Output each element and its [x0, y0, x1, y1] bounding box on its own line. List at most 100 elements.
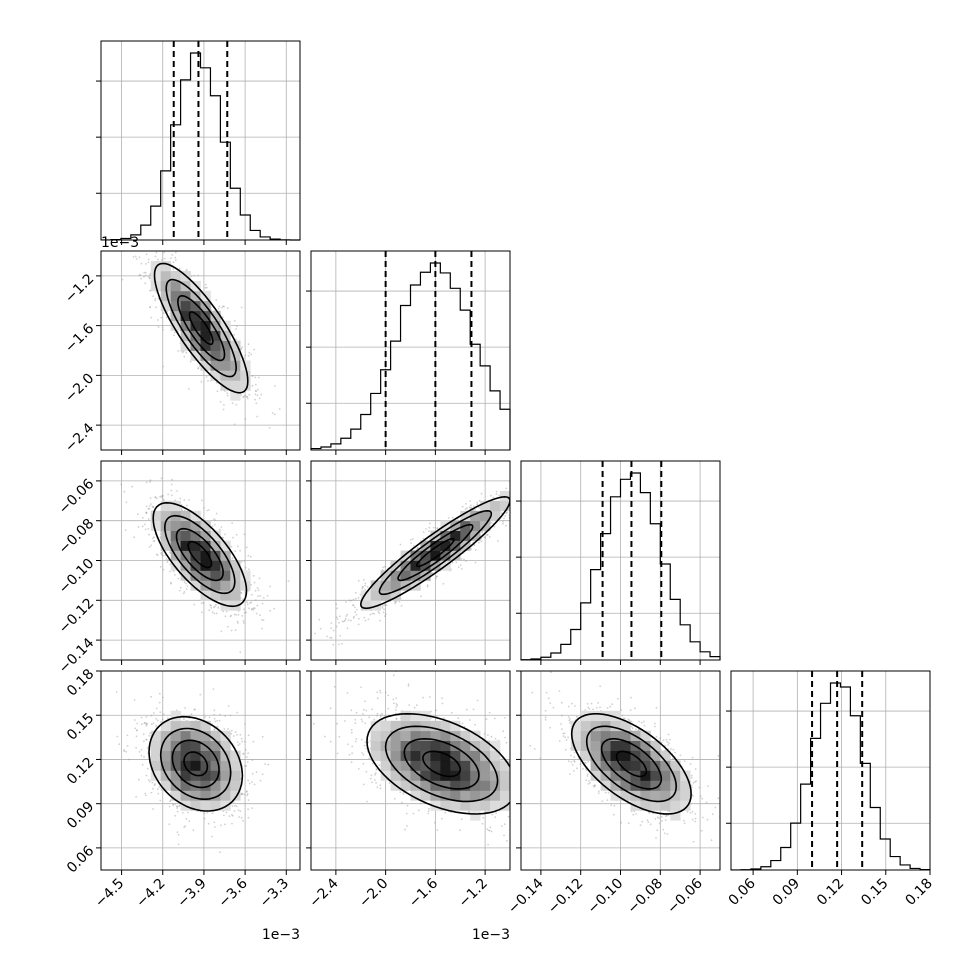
histogram-p1	[310, 262, 511, 450]
scatter-point	[486, 534, 488, 536]
scatter-point	[170, 483, 173, 486]
scatter-point	[221, 316, 224, 319]
scatter-point	[187, 388, 190, 390]
density-cell	[190, 510, 201, 522]
scatter-point	[524, 480, 526, 482]
contour-1.5sigma	[165, 278, 238, 378]
scatter-point	[344, 619, 346, 622]
scatter-point	[216, 390, 219, 393]
scatter-point	[470, 548, 473, 550]
scatter-point	[172, 268, 175, 270]
density-cell	[230, 380, 241, 391]
scatter-point	[465, 502, 467, 505]
scatter-point	[413, 545, 415, 547]
scatter-point	[192, 829, 195, 832]
scatter-point	[160, 316, 163, 319]
density-cell	[180, 540, 191, 551]
scatter-point	[330, 637, 333, 639]
scatter-point	[251, 593, 253, 596]
scatter-point	[226, 307, 229, 310]
scatter-point	[254, 376, 257, 379]
scatter-point	[144, 271, 147, 274]
density-cell	[190, 550, 201, 561]
scatter-point	[152, 808, 154, 810]
density-cell	[210, 590, 221, 601]
scatter-point	[493, 525, 496, 528]
scatter-point	[182, 592, 185, 595]
scatter-point	[147, 528, 150, 530]
scatter-point	[215, 512, 218, 515]
scatter-panel-p1-p2	[306, 460, 526, 665]
density-cell	[470, 520, 481, 531]
scatter-point	[239, 549, 242, 552]
scatter-point	[172, 570, 175, 573]
scatter-point	[466, 507, 468, 509]
scatter-point	[246, 761, 249, 763]
scatter-point	[197, 367, 199, 370]
scatter-point	[251, 375, 254, 378]
scatter-point	[379, 619, 381, 622]
scatter-point	[215, 381, 218, 384]
scatter-point	[166, 561, 169, 563]
scatter-point	[148, 533, 150, 536]
scatter-point	[326, 635, 328, 638]
scatter-point	[384, 613, 387, 616]
scatter-point	[200, 602, 203, 604]
density-cell	[430, 540, 441, 551]
scatter-point	[248, 607, 250, 610]
density-cell	[360, 590, 372, 601]
scatter-point	[476, 501, 479, 504]
scatter-point	[246, 397, 249, 400]
scatter-point	[354, 611, 357, 614]
scatter-point	[253, 348, 256, 351]
scatter-point	[159, 495, 162, 498]
histogram-p3	[730, 682, 931, 871]
scatter-point	[473, 544, 476, 546]
scatter-point	[147, 275, 150, 278]
contour-0.5sigma	[188, 311, 214, 346]
scatter-point	[210, 607, 213, 609]
scatter-point	[497, 540, 499, 542]
scatter-point	[273, 413, 276, 416]
density-cell	[190, 540, 201, 551]
scatter-point	[205, 286, 208, 289]
scatter-point	[148, 277, 151, 280]
scatter-point	[241, 793, 244, 795]
scatter-point	[268, 427, 271, 429]
scatter-point	[234, 629, 237, 631]
scatter-point	[174, 331, 176, 334]
scatter-point	[144, 528, 147, 531]
scatter-point	[244, 765, 246, 767]
scatter-point	[154, 299, 157, 302]
scatter-point	[243, 533, 246, 536]
scatter-point	[237, 545, 239, 548]
scatter-point	[260, 393, 263, 396]
density-cell	[180, 300, 191, 312]
density-cell	[190, 330, 201, 341]
scatter-point	[247, 354, 250, 357]
scatter-point	[469, 507, 472, 510]
scatter-panel-p0-p3	[96, 670, 301, 875]
scatter-point	[511, 511, 513, 513]
contour-1sigma	[397, 523, 474, 582]
scatter-point	[330, 627, 333, 629]
scatter-point	[236, 325, 238, 328]
scatter-point	[160, 247, 162, 249]
scatter-point	[144, 274, 147, 277]
axes-frame	[520, 460, 721, 661]
scatter-point	[176, 805, 179, 808]
density-cell	[180, 520, 191, 531]
scatter-point	[144, 792, 147, 795]
scatter-point	[484, 536, 487, 539]
scatter-point	[163, 498, 165, 501]
scatter-point	[208, 609, 211, 612]
density-cell	[150, 510, 161, 522]
scatter-point	[219, 401, 222, 403]
scatter-point	[155, 291, 158, 293]
scatter-point	[145, 505, 148, 508]
scatter-point	[144, 721, 146, 724]
density-cell	[200, 570, 211, 581]
scatter-point	[514, 502, 516, 504]
scatter-point	[350, 619, 352, 622]
scatter-point	[504, 515, 507, 517]
